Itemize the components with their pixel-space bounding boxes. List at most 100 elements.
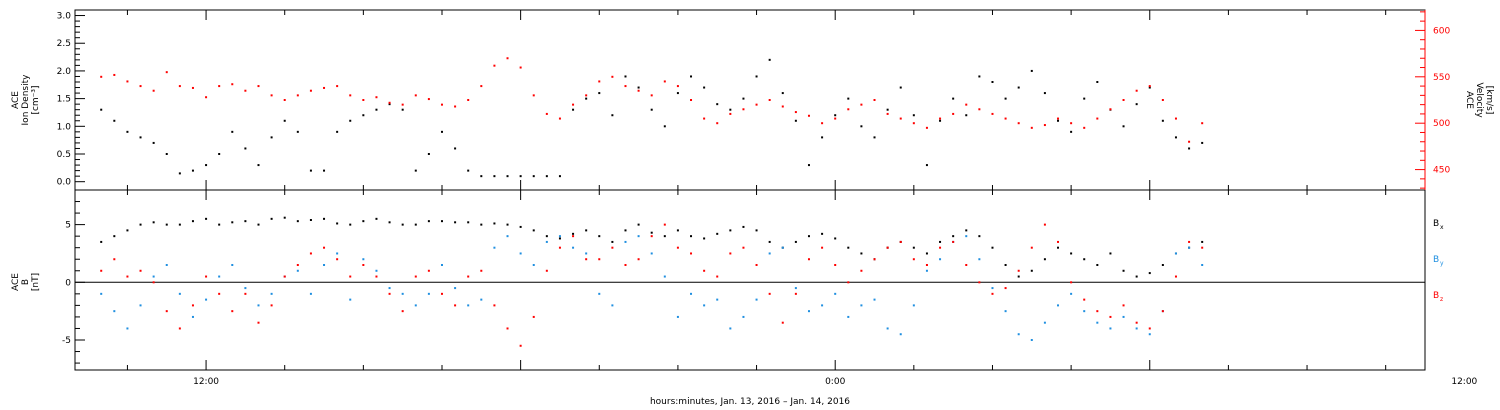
velocity-series-0-point bbox=[1201, 122, 1204, 125]
bfield-series-0-point bbox=[375, 217, 378, 220]
bfield-series-2-point bbox=[257, 321, 260, 324]
bfield-series-2-point bbox=[323, 246, 326, 249]
bfield-series-0-point bbox=[1096, 264, 1099, 266]
bfield-series-2-point bbox=[899, 240, 902, 243]
bfield-series-0-point bbox=[349, 223, 352, 226]
bfield-series-1-point bbox=[231, 264, 234, 266]
velocity-series-0-point bbox=[860, 103, 863, 106]
bfield-series-2-point bbox=[873, 258, 876, 261]
density-series-0-point bbox=[270, 136, 273, 139]
velocity-series-0-point bbox=[572, 103, 575, 106]
density-series-0-point bbox=[690, 75, 693, 78]
bfield-series-0-point bbox=[191, 220, 194, 223]
velocity-series-0-point bbox=[270, 94, 273, 97]
velocity-series-0-point bbox=[1109, 108, 1112, 111]
bfield-series-2-point bbox=[519, 344, 522, 347]
bfield-series-2-point bbox=[716, 275, 719, 278]
bfield-series-0-point bbox=[939, 240, 942, 243]
bfield-series-0-point bbox=[821, 232, 824, 235]
series-label-bx: B x bbox=[1433, 219, 1444, 231]
x-tick-label-1: 0:00 bbox=[825, 377, 845, 387]
velocity-series-0-point bbox=[231, 83, 234, 86]
velocity-series-0-point bbox=[637, 89, 640, 92]
velocity-series-0-point bbox=[939, 117, 942, 120]
bfield-series-0-point bbox=[1070, 252, 1073, 255]
bfield-series-2-point bbox=[388, 292, 391, 295]
bfield-series-1-point bbox=[585, 252, 588, 255]
density-series-0-point bbox=[637, 86, 640, 89]
bfield-series-1-point bbox=[414, 304, 417, 307]
bfield-series-1-point bbox=[650, 252, 653, 255]
velocity-series-0-point bbox=[703, 117, 706, 120]
bfield-series-0-point bbox=[296, 220, 299, 223]
density-series-0-point bbox=[663, 125, 666, 128]
bfield-series-0-point bbox=[414, 223, 417, 226]
top-panel-points bbox=[100, 57, 1204, 178]
density-series-0-point bbox=[1083, 97, 1086, 100]
velocity-series-0-point bbox=[558, 117, 561, 120]
top-ytick-label-3: 1.5 bbox=[57, 95, 71, 105]
density-series-0-point bbox=[349, 119, 352, 122]
series-label-bz-main: B bbox=[1433, 291, 1439, 301]
velocity-series-0-point bbox=[139, 85, 142, 88]
density-series-0-point bbox=[676, 92, 679, 95]
velocity-series-0-point bbox=[257, 85, 260, 88]
bfield-series-2-point bbox=[1030, 246, 1033, 249]
bfield-series-1-point bbox=[847, 315, 850, 318]
density-series-0-point bbox=[218, 153, 221, 155]
velocity-series-0-point bbox=[519, 66, 522, 69]
bfield-series-0-point bbox=[1201, 240, 1204, 243]
bfield-series-1-point bbox=[1030, 339, 1033, 341]
bfield-series-1-point bbox=[755, 298, 758, 301]
velocity-series-0-point bbox=[467, 99, 470, 101]
density-series-0-point bbox=[572, 108, 575, 111]
velocity-series-0-point bbox=[873, 99, 876, 101]
top-panel-ticks: 0.0 0.5 1.0 1.5 2.0 2.5 3.0 bbox=[57, 12, 85, 188]
bfield-series-1-point bbox=[663, 275, 666, 278]
bfield-series-2-point bbox=[834, 264, 837, 266]
bfield-series-0-point bbox=[755, 229, 758, 232]
bfield-series-2-point bbox=[965, 264, 968, 266]
bfield-series-2-point bbox=[860, 269, 863, 272]
density-series-0-point bbox=[1017, 86, 1020, 89]
bfield-series-2-point bbox=[506, 327, 509, 330]
velocity-series-0-point bbox=[1017, 122, 1020, 125]
bfield-series-2-point bbox=[532, 315, 535, 318]
density-series-0-point bbox=[729, 108, 732, 111]
bfield-series-2-point bbox=[663, 223, 666, 226]
bfield-series-0-point bbox=[716, 232, 719, 235]
bfield-series-2-point bbox=[1004, 287, 1007, 290]
bottom-panel-points bbox=[100, 216, 1204, 347]
bfield-series-1-point bbox=[375, 269, 378, 272]
velocity-series-0-point bbox=[126, 80, 129, 83]
bfield-series-2-point bbox=[755, 264, 758, 266]
bfield-series-1-point bbox=[165, 264, 168, 266]
bfield-series-2-point bbox=[1122, 304, 1125, 307]
bfield-series-0-point bbox=[834, 237, 837, 240]
velocity-series-0-point bbox=[1174, 117, 1177, 120]
bfield-series-2-point bbox=[1188, 240, 1191, 243]
density-series-0-point bbox=[558, 175, 561, 178]
velocity-series-0-point bbox=[100, 75, 103, 78]
bfield-series-1-point bbox=[912, 304, 915, 307]
bfield-series-1-point bbox=[336, 252, 339, 255]
bfield-series-0-point bbox=[807, 235, 810, 238]
bfield-series-1-point bbox=[1083, 310, 1086, 313]
bfield-series-0-point bbox=[231, 221, 234, 224]
density-series-0-point bbox=[257, 164, 260, 167]
bfield-series-2-point bbox=[925, 264, 928, 266]
bfield-series-1-point bbox=[991, 287, 994, 290]
bfield-series-2-point bbox=[1017, 269, 1020, 272]
bfield-series-1-point bbox=[139, 304, 142, 307]
bfield-series-1-point bbox=[1174, 252, 1177, 255]
density-series-0-point bbox=[781, 92, 784, 95]
density-series-0-point bbox=[139, 136, 142, 139]
bfield-series-1-point bbox=[1201, 264, 1204, 266]
top-ytick-label-6: 3.0 bbox=[57, 12, 72, 22]
density-series-0-point bbox=[427, 153, 430, 155]
bfield-series-0-point bbox=[925, 252, 928, 255]
bfield-series-1-point bbox=[1043, 321, 1046, 324]
density-series-0-point bbox=[952, 97, 955, 100]
velocity-series-0-point bbox=[336, 85, 339, 88]
bfield-series-1-point bbox=[703, 304, 706, 307]
